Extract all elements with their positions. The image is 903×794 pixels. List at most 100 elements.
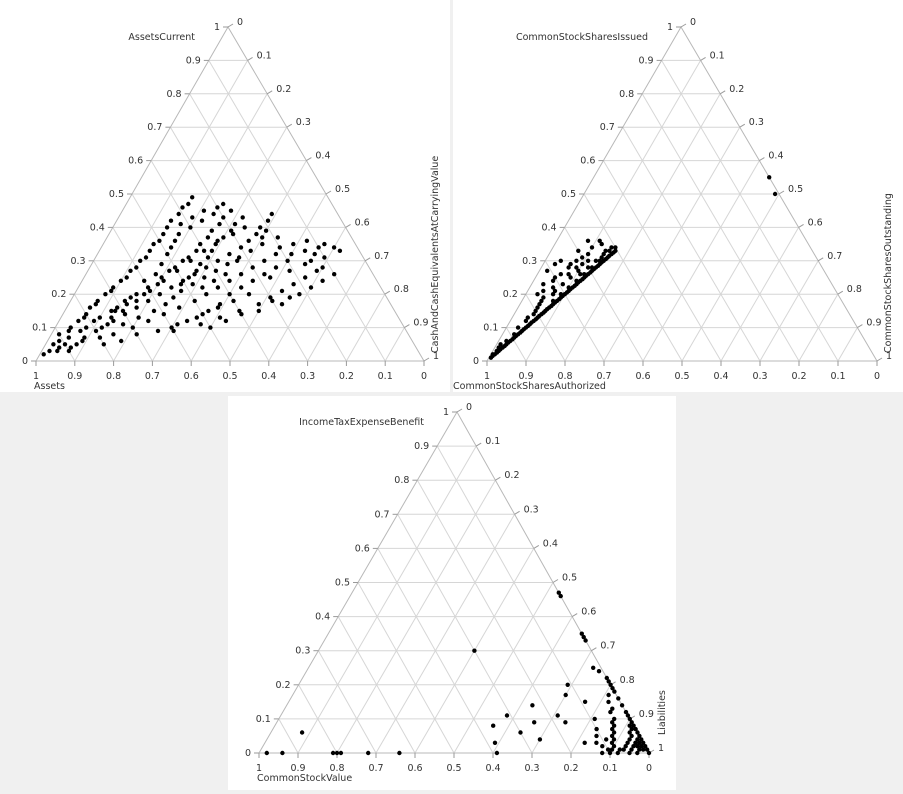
data-point xyxy=(105,322,110,327)
data-point xyxy=(250,265,255,270)
data-point xyxy=(217,315,223,320)
data-point xyxy=(566,285,571,290)
data-point xyxy=(635,744,640,749)
data-point xyxy=(223,318,229,324)
data-point xyxy=(635,750,640,756)
data-point xyxy=(51,342,56,347)
data-point xyxy=(537,313,542,319)
data-point xyxy=(199,218,205,223)
data-point xyxy=(168,245,174,250)
data-point xyxy=(169,325,174,330)
tick-mark xyxy=(571,613,578,618)
data-point xyxy=(178,288,184,294)
tick-label-bottom-axis: 0 xyxy=(874,371,880,382)
tick-label-right-axis: 0.5 xyxy=(335,184,350,195)
data-point xyxy=(209,248,215,253)
left-axis-title: CommonStockSharesAuthorized xyxy=(453,381,606,392)
data-point xyxy=(80,338,85,344)
data-point xyxy=(609,747,615,752)
data-point xyxy=(535,305,540,310)
data-point xyxy=(515,325,521,330)
data-point xyxy=(314,268,319,273)
tick-label-right-axis: 0.2 xyxy=(729,84,744,95)
data-point xyxy=(157,238,162,243)
data-point xyxy=(641,747,646,752)
data-point xyxy=(523,318,529,324)
tick-label-bottom-axis: 0.7 xyxy=(596,371,611,382)
ternary-panel-2: 0 0 0 0.1 0.1 0.1 0.2 0.2 0.2 0.3 0.3 0.3 0.4 0.4 0.4 0… xyxy=(453,0,903,392)
data-point xyxy=(558,593,563,599)
data-point xyxy=(496,345,501,350)
data-point xyxy=(84,312,89,317)
data-point xyxy=(606,692,611,698)
data-point xyxy=(180,258,185,263)
data-point xyxy=(607,750,613,756)
data-point xyxy=(206,308,211,314)
data-point xyxy=(136,315,141,320)
data-point xyxy=(128,268,133,273)
data-point xyxy=(299,730,305,735)
data-point xyxy=(580,277,585,282)
data-point xyxy=(163,302,168,307)
data-point xyxy=(201,208,207,213)
tick-labels: 0 0 0 0.1 0.1 0.1 0.2 0.2 0.2 0.3 0.3 0.3 0.4 0.4 0.4 0… xyxy=(245,402,664,774)
gridline xyxy=(397,514,533,754)
data-point xyxy=(494,750,500,756)
tick-label-top-axis: 0.8 xyxy=(166,89,181,100)
data-point xyxy=(613,245,618,250)
tick-label-bottom-axis: 0.2 xyxy=(791,371,806,382)
gridline xyxy=(169,126,309,362)
data-point xyxy=(627,716,632,722)
tick-label-right-axis: 0 xyxy=(690,17,696,28)
data-point xyxy=(608,709,613,715)
data-point xyxy=(637,733,642,739)
data-point xyxy=(566,265,571,270)
tick-label-bottom-axis: 0.8 xyxy=(106,371,121,382)
data-point xyxy=(87,305,93,310)
tick-label-bottom-axis: 0.7 xyxy=(145,371,160,382)
data-point xyxy=(504,338,509,344)
data-point xyxy=(228,208,234,213)
data-point xyxy=(188,258,193,263)
data-point xyxy=(66,328,72,334)
tick-label-top-axis: 0.5 xyxy=(109,189,124,200)
tick-label-right-axis: 0.4 xyxy=(768,151,783,162)
data-point xyxy=(84,325,89,330)
tick-label-top-axis: 0.4 xyxy=(315,612,330,623)
gridline xyxy=(525,60,702,362)
data-point xyxy=(550,278,556,283)
data-point xyxy=(610,706,615,711)
data-point xyxy=(275,235,280,240)
tick-label-right-axis: 0.9 xyxy=(866,318,881,329)
tick-label-top-axis: 0.3 xyxy=(295,646,310,657)
tick-label-right-axis: 0.6 xyxy=(355,217,370,228)
tick-label-bottom-axis: 0.3 xyxy=(752,371,767,382)
data-point xyxy=(130,325,135,330)
data-point xyxy=(564,290,570,295)
data-point xyxy=(302,261,308,267)
data-point xyxy=(557,297,562,302)
gridline xyxy=(759,260,819,362)
data-point xyxy=(186,201,191,207)
data-point xyxy=(66,348,72,354)
data-point xyxy=(582,740,587,745)
tick-label-right-axis: 0.7 xyxy=(827,251,842,262)
gridline xyxy=(317,650,377,754)
data-point xyxy=(238,245,244,250)
data-point xyxy=(322,241,327,247)
data-point xyxy=(623,744,628,749)
data-point xyxy=(41,352,46,357)
tick-label-right-axis: 0 xyxy=(237,17,243,28)
data-point xyxy=(627,737,632,742)
data-point xyxy=(82,335,87,340)
gridline xyxy=(74,60,249,362)
data-point xyxy=(230,231,236,237)
tick-label-bottom-axis: 0.8 xyxy=(329,763,344,774)
tick-label-right-axis: 0.8 xyxy=(394,284,409,295)
ternary-panel-1: 0 0 0 0.1 0.1 0.1 0.2 0.2 0.2 0.3 0.3 0.3 0.4 0.4 0.4 0… xyxy=(0,0,450,392)
data-point xyxy=(639,744,644,749)
data-point xyxy=(606,679,611,684)
data-point xyxy=(593,258,599,263)
data-point xyxy=(646,750,652,756)
data-point xyxy=(186,255,191,260)
